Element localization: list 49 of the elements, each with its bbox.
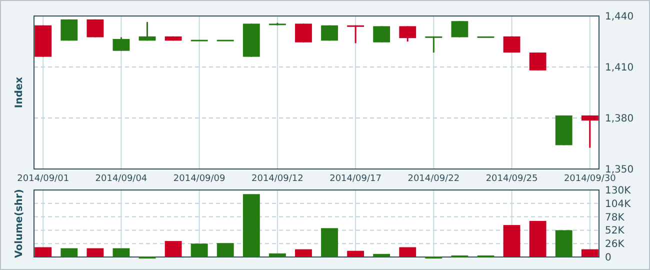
x-tick-label: 2014/09/01 bbox=[17, 174, 70, 184]
candlestick bbox=[295, 22, 312, 44]
y-tick-label: 1,350 bbox=[605, 164, 634, 176]
candlestick bbox=[425, 36, 442, 54]
y-axis-title: Volume(shr) bbox=[14, 189, 25, 258]
y-tick-label: 0 bbox=[605, 252, 612, 264]
x-tick-label: 2014/09/25 bbox=[486, 174, 538, 184]
y-tick-label: 130K bbox=[605, 186, 632, 196]
bar bbox=[268, 253, 286, 257]
candlestick bbox=[451, 20, 468, 38]
bar bbox=[373, 254, 390, 257]
y-tick-label: 1,380 bbox=[605, 114, 634, 124]
bar bbox=[321, 228, 338, 257]
x-tick-label: 2014/09/22 bbox=[408, 174, 460, 184]
x-tick-label: 2014/09/04 bbox=[95, 174, 148, 184]
bar bbox=[34, 247, 52, 257]
bar bbox=[581, 249, 598, 257]
candlestick bbox=[399, 25, 416, 42]
bar bbox=[216, 243, 234, 257]
y-tick-label: 26K bbox=[605, 239, 625, 250]
y-tick-label: 78K bbox=[605, 212, 625, 224]
y-tick-label: 1,440 bbox=[605, 12, 634, 22]
bar bbox=[86, 248, 104, 257]
candlestick bbox=[112, 36, 130, 52]
bar bbox=[60, 248, 78, 257]
candlestick bbox=[138, 21, 156, 42]
bar bbox=[555, 230, 572, 257]
y-axis-title: Index bbox=[14, 76, 25, 108]
bar bbox=[164, 241, 182, 257]
candlestick bbox=[581, 114, 598, 148]
candlestick bbox=[373, 25, 390, 44]
x-tick-label: 2014/09/09 bbox=[173, 174, 226, 184]
bar bbox=[347, 250, 364, 257]
x-tick-label: 2014/09/17 bbox=[330, 174, 382, 184]
bar bbox=[503, 225, 520, 257]
bar bbox=[295, 249, 312, 257]
bar bbox=[529, 220, 546, 257]
bar bbox=[399, 247, 416, 257]
bar bbox=[112, 248, 130, 257]
candlestick bbox=[86, 18, 104, 38]
bar bbox=[242, 194, 260, 257]
x-tick-label: 2014/09/30 bbox=[564, 174, 616, 184]
y-tick-label: 1,410 bbox=[605, 62, 634, 74]
candlestick bbox=[347, 24, 364, 44]
candlestick bbox=[529, 52, 546, 72]
x-tick-label: 2014/09/12 bbox=[252, 174, 304, 184]
y-tick-label: 104K bbox=[605, 198, 632, 210]
y-tick-label: 52K bbox=[605, 226, 625, 237]
bar bbox=[190, 244, 208, 257]
